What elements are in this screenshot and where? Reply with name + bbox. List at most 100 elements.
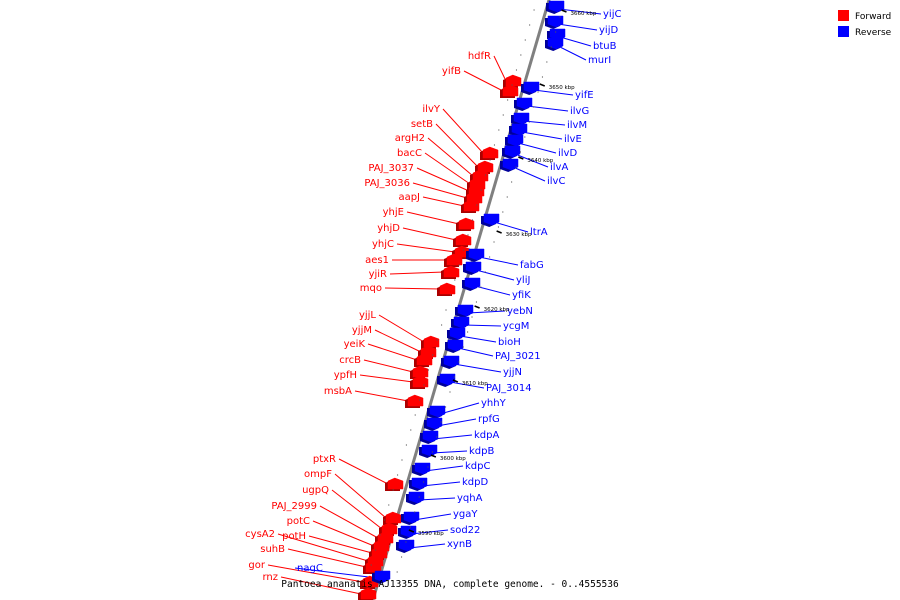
reverse-gene-arrow[interactable] (465, 261, 482, 274)
forward-gene-label[interactable]: yeiK (344, 339, 366, 350)
forward-gene-label[interactable]: ugpQ (302, 485, 329, 496)
forward-gene-arrow[interactable] (423, 335, 440, 348)
forward-gene-arrow[interactable] (463, 199, 480, 212)
reverse-gene-label[interactable]: ilvC (547, 176, 565, 187)
reverse-gene-arrow[interactable] (408, 491, 425, 504)
forward-gene-label[interactable]: PAJ_3036 (364, 178, 410, 189)
reverse-gene-arrow[interactable] (439, 373, 456, 386)
forward-gene-label[interactable]: yjjM (352, 325, 372, 336)
reverse-gene-arrow[interactable] (411, 477, 428, 490)
forward-gene-label[interactable]: cysA2 (245, 529, 275, 540)
reverse-gene-arrow[interactable] (453, 316, 470, 329)
forward-gene-arrow[interactable] (458, 217, 475, 230)
forward-gene-label[interactable]: yhjD (377, 223, 400, 234)
reverse-gene-label[interactable]: yqhA (457, 493, 483, 504)
reverse-gene-label[interactable]: kdpD (462, 477, 488, 488)
forward-gene-label[interactable]: ypfH (334, 370, 357, 381)
reverse-gene-arrow[interactable] (403, 511, 420, 524)
reverse-gene-arrow[interactable] (483, 213, 500, 226)
forward-gene-arrow[interactable] (505, 74, 522, 87)
reverse-gene-arrow[interactable] (468, 248, 485, 261)
forward-gene-label[interactable]: argH2 (395, 133, 425, 144)
forward-gene-arrow[interactable] (482, 146, 499, 159)
reverse-gene-label[interactable]: yfiK (512, 290, 531, 301)
reverse-gene-arrow[interactable] (504, 145, 521, 158)
reverse-gene-arrow[interactable] (429, 405, 446, 418)
forward-gene-label[interactable]: aes1 (365, 255, 389, 266)
forward-gene-label[interactable]: msbA (324, 386, 352, 397)
forward-gene-label[interactable]: mqo (360, 283, 382, 294)
forward-gene-label[interactable]: gor (248, 560, 265, 571)
reverse-gene-label[interactable]: yijC (603, 9, 621, 20)
forward-gene-label[interactable]: yifB (442, 66, 461, 77)
reverse-gene-arrow[interactable] (547, 37, 564, 50)
reverse-gene-label[interactable]: rpfG (478, 414, 500, 425)
reverse-gene-label[interactable]: ycgM (503, 321, 529, 332)
reverse-gene-label[interactable]: sod22 (450, 525, 480, 536)
forward-gene-arrow[interactable] (502, 84, 519, 97)
reverse-gene-label[interactable]: kdpA (474, 430, 499, 441)
reverse-gene-label[interactable]: yjjN (503, 367, 522, 378)
reverse-gene-label[interactable]: bioH (498, 337, 521, 348)
forward-gene-arrow[interactable] (443, 265, 460, 278)
forward-gene-arrow[interactable] (412, 375, 429, 388)
reverse-gene-arrow[interactable] (400, 525, 417, 538)
reverse-gene-label[interactable]: yhhY (481, 398, 507, 409)
reverse-gene-label[interactable]: btuB (593, 41, 617, 52)
forward-gene-arrow[interactable] (387, 477, 404, 490)
forward-gene-label[interactable]: yhjE (383, 207, 404, 218)
reverse-gene-label[interactable]: ilvM (567, 120, 587, 131)
reverse-gene-arrow[interactable] (548, 0, 565, 13)
forward-gene-label[interactable]: rnz (262, 572, 278, 583)
reverse-gene-label[interactable]: ygaY (453, 509, 478, 520)
reverse-gene-arrow[interactable] (426, 417, 443, 430)
reverse-gene-label[interactable]: kdpB (469, 446, 494, 457)
reverse-gene-arrow[interactable] (414, 462, 431, 475)
reverse-gene-label[interactable]: ilvD (558, 148, 577, 159)
reverse-gene-label[interactable]: ilvA (550, 162, 568, 173)
forward-gene-label[interactable]: potH (282, 531, 306, 542)
reverse-gene-label[interactable]: yijD (599, 25, 618, 36)
forward-gene-label[interactable]: suhB (260, 544, 285, 555)
reverse-gene-label[interactable]: ltrA (530, 227, 548, 238)
reverse-gene-arrow[interactable] (513, 112, 530, 125)
reverse-gene-label[interactable]: murI (588, 55, 611, 66)
forward-gene-arrow[interactable] (385, 511, 402, 524)
forward-gene-label[interactable]: setB (411, 119, 433, 130)
reverse-gene-arrow[interactable] (464, 277, 481, 290)
reverse-gene-label[interactable]: kdpC (465, 461, 490, 472)
reverse-gene-arrow[interactable] (547, 15, 564, 28)
forward-gene-arrow[interactable] (477, 160, 494, 173)
reverse-gene-arrow[interactable] (422, 430, 439, 443)
reverse-gene-arrow[interactable] (502, 158, 519, 171)
forward-gene-arrow[interactable] (416, 353, 433, 366)
forward-gene-label[interactable]: PAJ_3037 (368, 163, 414, 174)
forward-gene-arrow[interactable] (439, 282, 456, 295)
reverse-gene-arrow[interactable] (516, 97, 533, 110)
reverse-gene-arrow[interactable] (449, 327, 466, 340)
forward-gene-label[interactable]: yjjL (359, 310, 376, 321)
reverse-gene-label[interactable]: ilvG (570, 106, 589, 117)
forward-gene-label[interactable]: yhjC (372, 239, 394, 250)
reverse-gene-arrow[interactable] (523, 81, 540, 94)
reverse-gene-label[interactable]: fabG (520, 260, 544, 271)
forward-gene-arrow[interactable] (455, 233, 472, 246)
reverse-gene-arrow[interactable] (421, 444, 438, 457)
reverse-gene-arrow[interactable] (457, 304, 474, 317)
forward-gene-label[interactable]: bacC (397, 148, 422, 159)
forward-gene-label[interactable]: potC (287, 516, 310, 527)
forward-gene-label[interactable]: crcB (339, 355, 361, 366)
forward-gene-label[interactable]: ptxR (313, 454, 336, 465)
reverse-gene-label[interactable]: PAJ_3014 (486, 383, 532, 394)
reverse-gene-arrow[interactable] (398, 539, 415, 552)
reverse-gene-label[interactable]: yliJ (516, 275, 530, 286)
forward-gene-arrow[interactable] (412, 365, 429, 378)
forward-gene-label[interactable]: hdfR (468, 51, 491, 62)
reverse-gene-label[interactable]: yifE (575, 90, 594, 101)
forward-gene-arrow[interactable] (381, 522, 398, 535)
reverse-gene-label[interactable]: nagC (297, 563, 323, 574)
reverse-gene-label[interactable]: yebN (507, 306, 533, 317)
reverse-gene-label[interactable]: xynB (447, 539, 472, 550)
forward-gene-label[interactable]: ilvY (422, 104, 440, 115)
reverse-gene-arrow[interactable] (443, 355, 460, 368)
